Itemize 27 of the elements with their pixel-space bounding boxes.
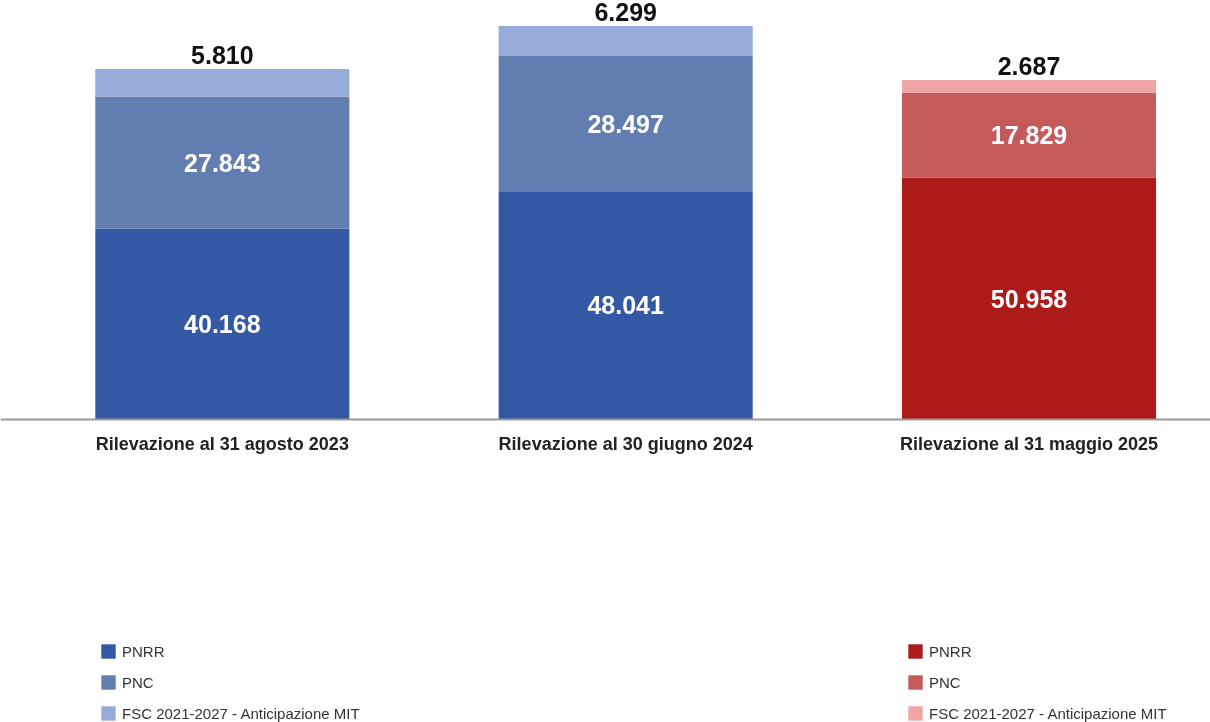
data-label: 40.168	[184, 310, 261, 339]
bar	[95, 68, 350, 97]
data-label: 5.810	[191, 41, 254, 70]
bar	[901, 177, 1157, 420]
legend-label: FSC 2021-2027 - Anticipazione MIT	[929, 704, 1167, 722]
data-label: 17.829	[990, 121, 1068, 150]
x-tick-label: Rilevazione al 31 agosto 2023	[95, 434, 349, 455]
data-label: 50.958	[990, 284, 1068, 313]
bar	[498, 55, 753, 192]
data-label: 27.843	[184, 148, 261, 177]
data-label: 2.687	[997, 52, 1061, 81]
legend-label: PNC	[122, 673, 154, 691]
legend-label: PNRR	[929, 642, 972, 660]
bar	[498, 26, 753, 56]
legend-label: PNC	[929, 673, 961, 691]
bar	[901, 80, 1157, 93]
bar	[95, 96, 350, 229]
data-label: 28.497	[587, 109, 664, 138]
data-label: 48.041	[587, 291, 664, 320]
bar	[95, 228, 350, 420]
data-label: 6.299	[594, 0, 657, 27]
x-tick-label: Rilevazione al 30 giugno 2024	[498, 434, 753, 455]
bar	[498, 191, 753, 420]
legend-label: FSC 2021-2027 - Anticipazione MIT	[122, 704, 360, 722]
legend-label: PNRR	[122, 642, 165, 660]
bar	[901, 92, 1157, 178]
x-tick-label: Rilevazione al 31 maggio 2025	[899, 434, 1159, 455]
